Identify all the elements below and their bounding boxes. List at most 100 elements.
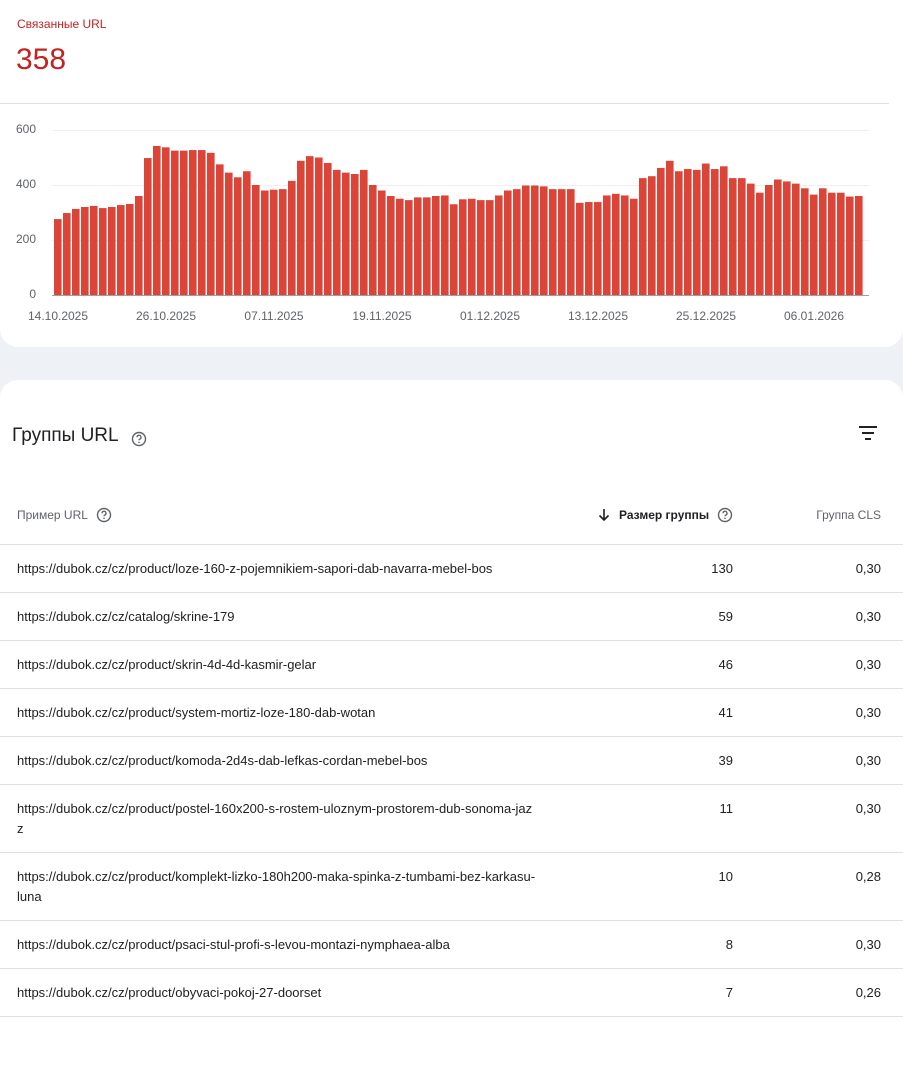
column-header[interactable]: Группа CLS: [816, 508, 881, 522]
cls-cell: 0,30: [855, 801, 881, 816]
bar: [153, 145, 161, 295]
table-row[interactable]: https://dubok.cz/cz/product/psaci-stul-p…: [0, 921, 903, 969]
sort-icon[interactable]: [597, 508, 611, 522]
table-row[interactable]: https://dubok.cz/cz/product/komoda-2d4s-…: [0, 737, 903, 785]
cls-cell: 0,28: [855, 869, 881, 884]
bar: [747, 183, 755, 295]
size-cell: 130: [711, 561, 733, 576]
bar: [495, 195, 503, 295]
x-tick-label: 25.12.2025: [676, 309, 736, 323]
bar: [513, 189, 521, 295]
filter-icon[interactable]: [858, 425, 878, 441]
bar: [477, 200, 485, 295]
x-tick-label: 19.11.2025: [352, 309, 411, 323]
bar: [360, 169, 368, 295]
bar: [396, 198, 404, 295]
size-cell: 39: [718, 753, 733, 768]
bar: [792, 183, 800, 295]
bar: [621, 195, 629, 295]
bar: [180, 150, 188, 295]
table-row[interactable]: https://dubok.cz/cz/product/loze-160-z-p…: [0, 545, 903, 593]
bar: [234, 177, 242, 295]
bar: [387, 196, 395, 295]
bar: [252, 185, 260, 295]
cls-cell: 0,30: [855, 561, 881, 576]
size-cell: 11: [719, 801, 734, 816]
bar: [189, 150, 197, 295]
table-row[interactable]: https://dubok.cz/cz/product/system-morti…: [0, 689, 903, 737]
x-tick-label: 14.10.2025: [28, 309, 88, 323]
bar: [702, 163, 710, 295]
x-tick-label: 01.12.2025: [460, 309, 520, 323]
bar: [63, 213, 71, 295]
y-tick-label: 600: [16, 122, 36, 136]
url-cell: https://dubok.cz/cz/product/komoda-2d4s-…: [17, 753, 428, 768]
bar: [558, 189, 566, 295]
bar: [351, 174, 359, 295]
table-row[interactable]: https://dubok.cz/cz/product/komplekt-liz…: [0, 853, 903, 921]
table-row[interactable]: https://dubok.cz/cz/product/skrin-4d-4d-…: [0, 641, 903, 689]
url-cell: https://dubok.cz/cz/product/system-morti…: [17, 705, 376, 720]
url-cell: https://dubok.cz/cz/product/skrin-4d-4d-…: [17, 657, 317, 672]
bar: [693, 169, 701, 295]
table-card: Группы URL Пример URL Размер группы Груп…: [0, 380, 903, 1080]
bar: [819, 188, 827, 295]
bar: [540, 186, 548, 295]
bar: [117, 205, 125, 295]
column-header[interactable]: Размер группы: [619, 508, 710, 522]
bar: [567, 189, 575, 295]
bar: [855, 196, 863, 295]
bar: [801, 188, 809, 295]
bar: [774, 179, 782, 295]
bar: [342, 172, 350, 295]
bar: [729, 178, 737, 295]
bar: [54, 219, 62, 295]
bar: [324, 163, 332, 295]
bar: [828, 192, 836, 295]
bar: [198, 150, 206, 295]
bar: [711, 169, 719, 295]
x-tick-label: 13.12.2025: [568, 309, 628, 323]
url-cell: https://dubok.cz/cz/product/komplekt-liz…: [17, 869, 536, 904]
metric-label: Связанные URL: [17, 17, 107, 31]
bar: [504, 190, 512, 295]
y-tick-label: 400: [16, 177, 36, 191]
bar: [612, 193, 620, 295]
cls-cell: 0,30: [855, 609, 881, 624]
size-cell: 8: [725, 937, 733, 952]
column-header[interactable]: Пример URL: [17, 508, 88, 522]
bar: [99, 208, 107, 295]
help-icon[interactable]: [96, 507, 112, 523]
size-cell: 7: [725, 985, 733, 1000]
bar: [756, 192, 764, 295]
bar: [603, 195, 611, 295]
bar: [243, 171, 251, 295]
bar: [126, 203, 134, 295]
bar: [576, 202, 584, 295]
cls-cell: 0,30: [855, 705, 881, 720]
bar: [810, 194, 818, 295]
bar: [162, 147, 170, 295]
help-icon[interactable]: [717, 507, 733, 523]
x-tick-label: 06.01.2026: [784, 309, 844, 323]
table-row[interactable]: https://dubok.cz/cz/catalog/skrine-179 59…: [0, 593, 903, 641]
bar: [405, 200, 413, 295]
table-row[interactable]: https://dubok.cz/cz/product/obyvaci-poko…: [0, 969, 903, 1017]
bar: [657, 167, 665, 295]
bar: [432, 196, 440, 295]
size-cell: 59: [718, 609, 733, 624]
bar: [648, 176, 656, 295]
bar: [108, 207, 116, 295]
bar: [639, 178, 647, 295]
cls-cell: 0,30: [855, 937, 881, 952]
bar: [72, 208, 80, 295]
help-icon[interactable]: [131, 431, 147, 447]
bar: [414, 197, 422, 295]
chart: Связанные URL 358 0 200 400 600 14.10.2025 26…: [0, 17, 889, 323]
table-row[interactable]: https://dubok.cz/cz/product/postel-160x2…: [0, 785, 903, 853]
bar: [486, 200, 494, 295]
bar: [288, 180, 296, 295]
bar: [549, 189, 557, 295]
size-cell: 10: [718, 869, 733, 884]
